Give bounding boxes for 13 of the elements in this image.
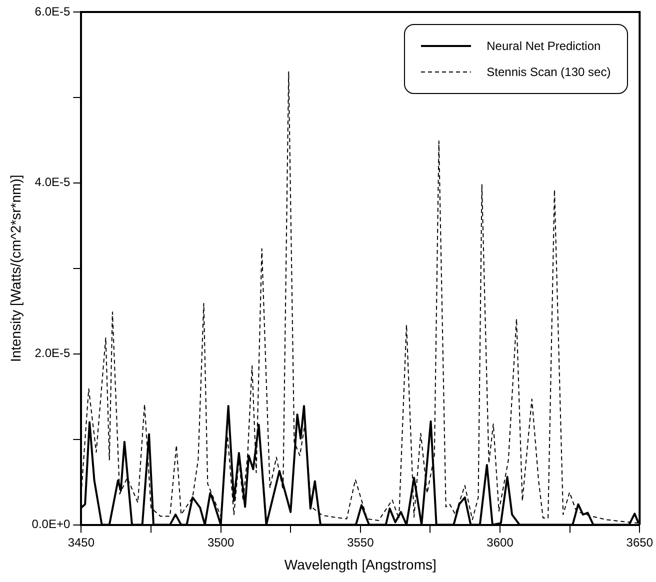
x-tick-label: 3600 [486, 535, 514, 550]
legend-label: Stennis Scan (130 sec) [486, 65, 611, 79]
y-tick-label: 4.0E-5 [34, 175, 70, 190]
x-axis-title: Wavelength [Angstroms] [284, 556, 436, 572]
x-tick-label: 3500 [207, 535, 234, 550]
legend-label: Neural Net Prediction [486, 39, 601, 53]
x-tick-label: 3450 [68, 535, 95, 550]
y-tick-label: 6.0E-5 [34, 4, 70, 18]
y-tick-label: 2.0E-5 [34, 346, 70, 360]
x-tick-label: 3550 [347, 535, 374, 550]
x-tick-label: 3650 [626, 535, 654, 550]
y-tick-label: 0.0E+0 [32, 517, 70, 532]
y-axis-title: Intensity [Watts/(cm^2*sr*nm)] [7, 174, 24, 362]
